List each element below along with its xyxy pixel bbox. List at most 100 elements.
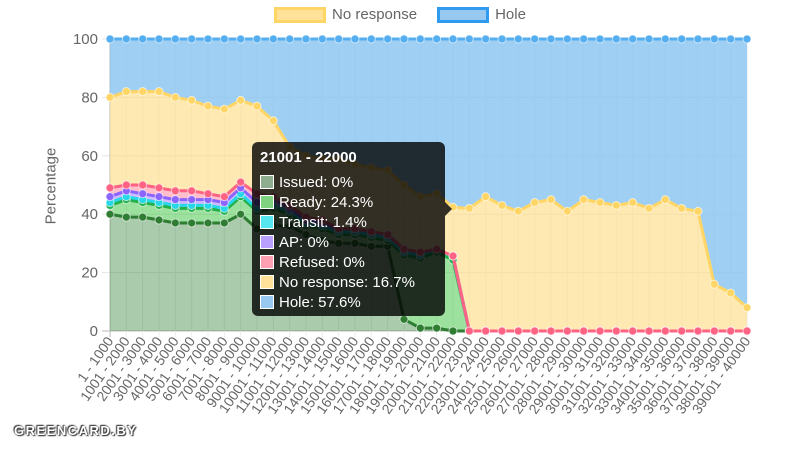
data-point-no-response (562, 206, 572, 216)
data-point-refused (530, 326, 540, 336)
data-point-hole (105, 34, 115, 44)
data-point-no-response (236, 95, 246, 105)
data-point-hole (660, 34, 670, 44)
data-point-hole (432, 34, 442, 44)
data-point-hole (448, 34, 458, 44)
data-point-hole (334, 34, 344, 44)
data-point-no-response (268, 116, 278, 126)
data-point-issued (432, 323, 442, 333)
legend-label-hole: Hole (495, 6, 526, 23)
data-point-hole (415, 34, 425, 44)
data-point-hole (252, 34, 262, 44)
data-point-hole (399, 34, 409, 44)
data-point-hole (742, 34, 752, 44)
data-point-hole (481, 34, 491, 44)
data-point-hole (562, 34, 572, 44)
tooltip-row-text: No response: 16.7% (279, 273, 415, 291)
data-point-refused (726, 326, 736, 336)
data-point-refused (154, 183, 164, 193)
tooltip-row-text: Hole: 57.6% (279, 293, 361, 311)
tooltip-swatch (260, 255, 274, 269)
legend-swatch-hole (437, 6, 490, 23)
data-point-no-response (464, 203, 474, 213)
data-point-no-response (660, 195, 670, 205)
data-point-issued (415, 323, 425, 333)
tooltip-swatch (260, 275, 274, 289)
data-point-hole (611, 34, 621, 44)
data-point-no-response (219, 104, 229, 114)
tooltip-row: Hole: 57.6% (260, 292, 437, 312)
data-point-hole (301, 34, 311, 44)
data-point-ap (138, 189, 148, 199)
data-point-no-response (677, 203, 687, 213)
data-point-issued (219, 218, 229, 228)
data-point-refused (562, 326, 572, 336)
data-point-ap (170, 195, 180, 205)
data-point-no-response (513, 206, 523, 216)
data-point-no-response (579, 195, 589, 205)
tooltip-row: AP: 0% (260, 232, 437, 252)
legend-item-no-response[interactable]: No response (274, 6, 417, 23)
data-point-hole (350, 34, 360, 44)
tooltip-row-text: Ready: 24.3% (279, 193, 374, 211)
tooltip-swatch (260, 235, 274, 249)
data-point-no-response (154, 87, 164, 97)
data-point-no-response (481, 192, 491, 202)
data-point-issued (187, 218, 197, 228)
tooltip-row: Transit: 1.4% (260, 212, 437, 232)
data-point-ap (105, 192, 115, 202)
chart-tooltip: 21001 - 22000 Issued: 0% Ready: 24.3% Tran… (252, 142, 452, 316)
data-point-hole (693, 34, 703, 44)
data-point-refused (105, 183, 115, 193)
data-point-hole (579, 34, 589, 44)
tooltip-row: Ready: 24.3% (260, 192, 437, 212)
data-point-refused (497, 326, 507, 336)
data-point-no-response (138, 87, 148, 97)
data-point-refused (660, 326, 670, 336)
legend-item-hole[interactable]: Hole (437, 6, 526, 23)
data-point-refused (464, 326, 474, 336)
data-point-hole (513, 34, 523, 44)
tooltip-swatch (260, 215, 274, 229)
data-point-issued (399, 314, 409, 324)
data-point-issued (121, 212, 131, 222)
tooltip-row-text: Refused: 0% (279, 253, 365, 271)
chart-legend: No response Hole (0, 6, 800, 23)
y-tick-label: 60 (81, 148, 98, 165)
data-point-hole (726, 34, 736, 44)
data-point-hole (317, 34, 327, 44)
data-point-ap (154, 192, 164, 202)
data-point-no-response (628, 198, 638, 208)
data-point-ap (187, 195, 197, 205)
tooltip-row-text: AP: 0% (279, 233, 330, 251)
data-point-no-response (105, 92, 115, 102)
data-point-hole (366, 34, 376, 44)
data-point-issued (448, 326, 458, 336)
data-point-refused (138, 180, 148, 190)
data-point-issued (236, 209, 246, 219)
legend-swatch-no-response (274, 6, 327, 23)
tooltip-swatch (260, 295, 274, 309)
data-point-hole (187, 34, 197, 44)
data-point-refused (448, 251, 458, 261)
data-point-refused (677, 326, 687, 336)
data-point-hole (236, 34, 246, 44)
y-tick-label: 80 (81, 89, 98, 106)
tooltip-row-text: Issued: 0% (279, 173, 354, 191)
data-point-no-response (170, 92, 180, 102)
data-point-refused (595, 326, 605, 336)
data-point-issued (138, 212, 148, 222)
data-point-issued (105, 209, 115, 219)
data-point-no-response (644, 203, 654, 213)
data-point-no-response (611, 200, 621, 210)
data-point-refused (187, 186, 197, 196)
data-point-refused (481, 326, 491, 336)
tooltip-row: Refused: 0% (260, 252, 437, 272)
data-point-refused (513, 326, 523, 336)
y-tick-label: 40 (81, 206, 98, 223)
y-tick-label: 100 (73, 31, 98, 48)
data-point-no-response (709, 279, 719, 289)
tooltip-row-text: Transit: 1.4% (279, 213, 367, 231)
tooltip-rows: Issued: 0% Ready: 24.3% Transit: 1.4% AP: 0… (260, 172, 437, 312)
y-tick-label: 0 (90, 323, 98, 340)
